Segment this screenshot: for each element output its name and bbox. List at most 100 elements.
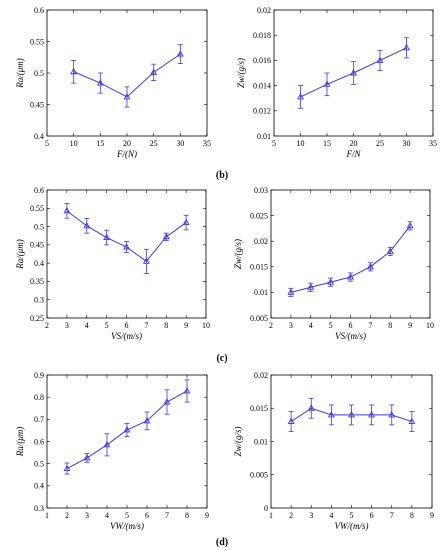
- x-tick-label: 15: [323, 139, 331, 148]
- x-tick-label: 3: [289, 321, 293, 330]
- y-tick-label: 0.01: [257, 132, 271, 141]
- data-point: [83, 453, 91, 461]
- data-point: [123, 243, 130, 250]
- y-tick-label: 0.55: [30, 37, 44, 46]
- data-point: [176, 50, 184, 57]
- x-axis-label: F/(N): [116, 149, 137, 159]
- x-tick-label: 7: [390, 511, 394, 520]
- data-point: [162, 232, 170, 240]
- x-tick-label: 6: [125, 321, 129, 330]
- x-tick-label: 1: [269, 511, 273, 520]
- data-point: [348, 410, 355, 418]
- x-tick-label: 8: [410, 511, 414, 520]
- y-tick-label: 0.6: [34, 6, 44, 15]
- data-point: [182, 218, 190, 225]
- data-point: [150, 68, 158, 75]
- y-tick-label: 0.5: [34, 69, 44, 78]
- y-tick-label: 0.015: [250, 404, 268, 413]
- plot-frame: [46, 374, 208, 509]
- y-tick-label: 0.012: [253, 107, 271, 116]
- y-tick-label: 0.005: [250, 314, 268, 323]
- data-point: [96, 79, 104, 86]
- y-tick-label: 0.45: [30, 100, 44, 109]
- data-point: [376, 56, 384, 63]
- y-tick-label: 0.45: [30, 241, 44, 250]
- plot-frame: [46, 189, 207, 319]
- data-point: [63, 206, 71, 214]
- data-point: [163, 398, 171, 405]
- x-tick-label: 9: [408, 321, 412, 330]
- y-tick-label: 0.3: [34, 296, 44, 305]
- x-tick-label: 35: [429, 139, 437, 148]
- x-tick-label: 20: [350, 139, 358, 148]
- x-tick-label: 5: [272, 139, 276, 148]
- data-point: [287, 288, 295, 295]
- x-tick-label: 5: [105, 321, 109, 330]
- chart-1: 5 10 15 20 25 30 35 0.01 0.012 0.014 0.016 0.018 0.0…: [236, 6, 437, 159]
- x-tick-label: 2: [289, 511, 293, 520]
- x-tick-label: 5: [125, 511, 129, 520]
- y-tick-label: 0.005: [250, 471, 268, 480]
- x-tick-label: 4: [105, 511, 109, 520]
- data-point: [388, 410, 396, 418]
- data-point: [297, 92, 304, 100]
- data-point: [327, 278, 335, 285]
- x-tick-label: 25: [376, 139, 384, 148]
- x-tick-label: 4: [309, 321, 313, 330]
- x-tick-label: 25: [150, 139, 158, 148]
- data-point: [408, 417, 416, 424]
- y-tick-label: 0.015: [250, 263, 268, 272]
- x-tick-label: 6: [145, 511, 149, 520]
- panel-label: (d): [216, 537, 228, 548]
- y-tick-label: 0.016: [253, 56, 271, 65]
- x-tick-label: 3: [309, 511, 313, 520]
- x-tick-label: 7: [144, 321, 148, 330]
- x-tick-label: 1: [45, 511, 49, 520]
- y-tick-label: 0.4: [34, 259, 44, 268]
- x-tick-label: 9: [205, 511, 209, 520]
- y-tick-label: 0.6: [34, 186, 44, 195]
- panel-label: (b): [216, 170, 228, 181]
- data-point: [368, 410, 376, 418]
- data-point: [307, 404, 315, 411]
- data-point: [103, 233, 111, 240]
- data-point: [63, 464, 71, 471]
- y-tick-label: 0.35: [30, 277, 44, 286]
- data-point: [123, 426, 131, 433]
- y-tick-label: 0.4: [34, 132, 44, 141]
- x-tick-label: 3: [65, 321, 69, 330]
- y-tick-label: 0.02: [257, 6, 271, 15]
- data-point: [327, 410, 335, 418]
- y-tick-label: 0.6: [34, 437, 44, 446]
- data-point: [83, 221, 91, 229]
- data-point: [183, 387, 191, 394]
- y-tick-label: 0.5: [34, 222, 44, 231]
- chart-2: 2 3 4 5 6 7 8 9 10 0.25 0.3 0.35 0.4 0.45 0.5 0.55 0.6 VS…: [15, 186, 210, 341]
- x-tick-label: 3: [85, 511, 89, 520]
- y-tick-label: 0.02: [254, 237, 268, 246]
- data-point: [103, 440, 111, 448]
- x-tick-label: 10: [297, 139, 305, 148]
- x-tick-label: 5: [45, 139, 49, 148]
- x-tick-label: 10: [426, 321, 434, 330]
- x-tick-label: 2: [45, 321, 49, 330]
- chart-4: 1 2 3 4 5 6 7 8 9 0.3 0.4 0.5 0.6 0.7 0.8 0.9 VW/(m/s) Ra…: [15, 371, 209, 531]
- x-tick-label: 35: [203, 139, 211, 148]
- y-axis-label: Zw/(g/s): [233, 239, 243, 269]
- series-line: [290, 225, 411, 293]
- y-axis-label: Ra/(μm): [15, 427, 25, 458]
- x-tick-label: 8: [388, 321, 392, 330]
- x-tick-label: 5: [350, 511, 354, 520]
- x-tick-label: 2: [269, 321, 273, 330]
- x-tick-label: 5: [329, 321, 333, 330]
- data-point: [323, 80, 331, 87]
- x-axis-label: VW/(m/s): [110, 521, 144, 531]
- y-tick-label: 0.01: [254, 288, 268, 297]
- x-tick-label: 6: [370, 511, 374, 520]
- x-tick-label: 9: [430, 511, 434, 520]
- x-tick-label: 4: [329, 511, 333, 520]
- data-point: [403, 43, 410, 51]
- x-tick-label: 20: [123, 139, 131, 148]
- chart-5: 1 2 3 4 5 6 7 8 9 0 0.005 0.01 0.015 0.02 VW/(m/s) Zw/(…: [233, 371, 434, 531]
